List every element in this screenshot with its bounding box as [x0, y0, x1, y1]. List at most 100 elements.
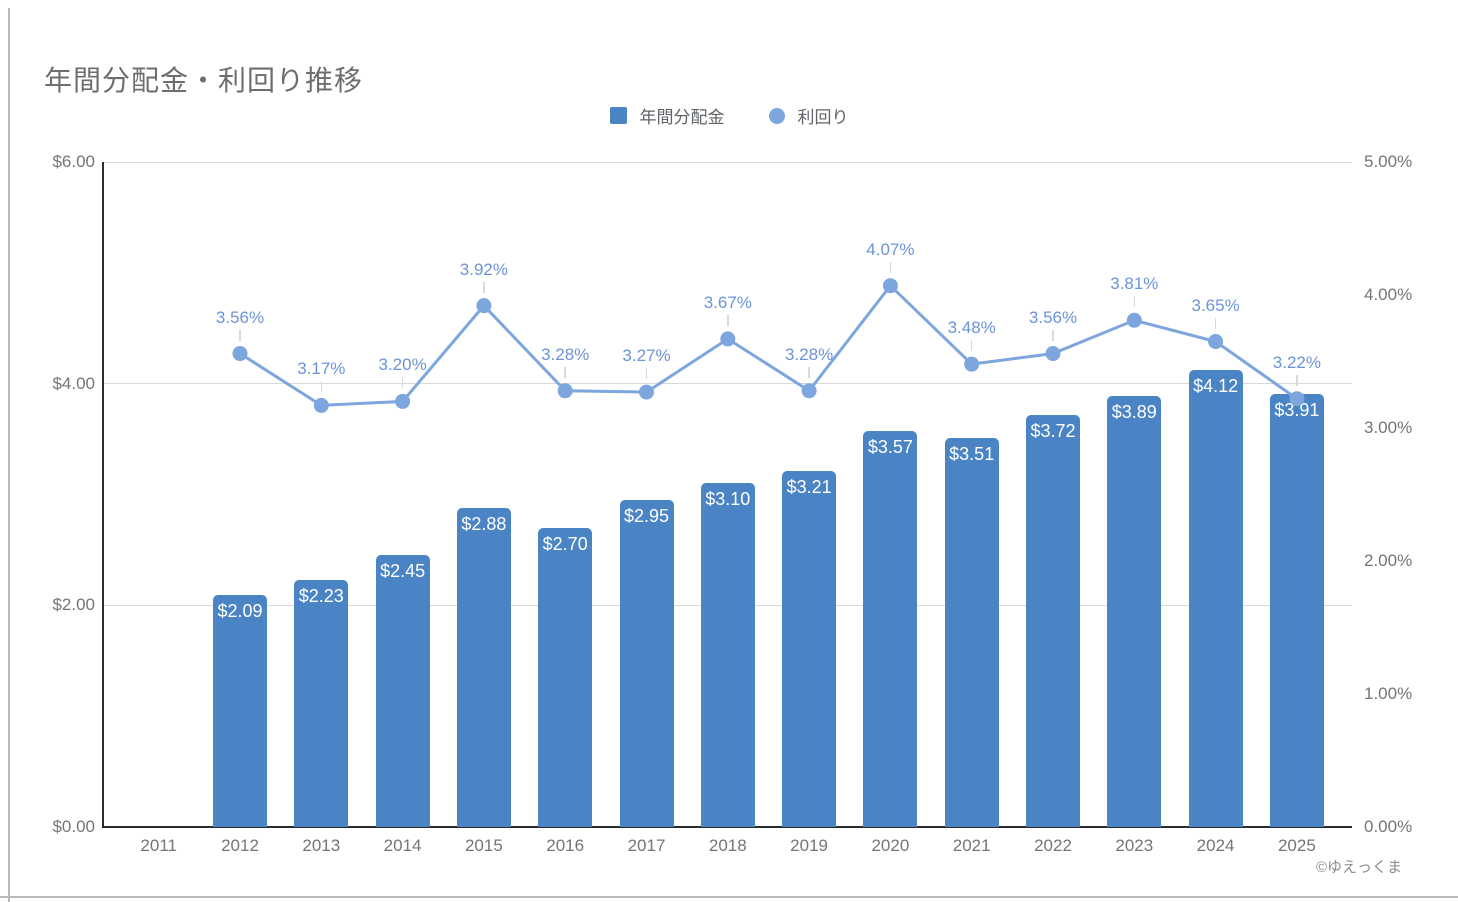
bar: [456, 507, 511, 827]
yield-point: [1126, 312, 1142, 328]
bar-value-label: $2.45: [380, 561, 426, 582]
line-series-swatch-icon: [768, 107, 785, 124]
bar-value-label: $2.70: [542, 533, 588, 554]
bar-value-label: $2.23: [298, 585, 344, 606]
yield-label-leader-line: [727, 314, 729, 326]
yield-label-leader-line: [645, 368, 648, 380]
right-axis-tick-label: 1.00%: [1364, 684, 1413, 703]
yield-value-label: 3.28%: [541, 344, 590, 364]
right-axis-tick-label: 2.00%: [1364, 551, 1413, 570]
bar-value-label: $3.51: [949, 443, 995, 464]
yield-value-label: 3.92%: [459, 259, 508, 279]
yield-value-label: 3.22%: [1272, 352, 1321, 372]
yield-value-label: 3.56%: [215, 307, 265, 327]
bar-value-label: $3.57: [867, 437, 913, 458]
right-axis-tick-label: 4.00%: [1364, 285, 1413, 304]
x-axis-line: [102, 826, 1352, 828]
legend-item-yield: 利回り: [768, 103, 849, 128]
bar-series-swatch-icon: [609, 107, 627, 124]
x-axis-label: 2020: [871, 836, 910, 855]
yield-point: [1045, 346, 1061, 362]
bar-value-label: $3.72: [1030, 420, 1076, 441]
yield-point: [1208, 334, 1224, 350]
x-axis-label: 2015: [464, 836, 503, 855]
x-axis-label: 2025: [1277, 836, 1316, 855]
y-axis-line: [102, 162, 104, 827]
left-axis-tick-label: $0.00: [52, 817, 95, 836]
x-axis-label: 2016: [546, 836, 585, 855]
bar-value-label: $3.10: [705, 489, 751, 510]
yield-value-label: 3.67%: [703, 292, 752, 312]
bar-value-label: $3.91: [1274, 399, 1320, 420]
yield-label-leader-line: [970, 340, 973, 352]
yield-value-label: 3.28%: [784, 344, 834, 364]
yield-point: [232, 346, 248, 362]
bar: [1107, 395, 1162, 827]
x-axis-label: 2011: [140, 836, 177, 855]
bar: [619, 500, 674, 827]
yield-value-label: 4.07%: [866, 239, 915, 259]
yield-value-label: 3.56%: [1028, 307, 1078, 327]
bar: [375, 555, 430, 827]
x-axis-label: 2024: [1196, 836, 1235, 855]
bar: [700, 483, 755, 827]
left-axis-tick-label: $4.00: [52, 373, 95, 393]
x-axis-label: 2019: [790, 836, 828, 855]
right-axis-tick-label: 3.00%: [1364, 418, 1413, 437]
x-axis-label: 2017: [627, 836, 666, 855]
bar-value-label: $3.89: [1111, 401, 1157, 422]
x-axis-label: 2014: [383, 836, 422, 855]
yield-point: [476, 298, 492, 314]
yield-label-leader-line: [564, 366, 566, 378]
yield-point: [801, 383, 817, 399]
yield-value-label: 3.20%: [378, 355, 427, 375]
yield-label-leader-line: [1052, 329, 1054, 341]
legend-label-distribution: 年間分配金: [639, 108, 725, 127]
yield-label-leader-line: [320, 381, 323, 393]
chart-title: 年間分配金・利回り推移: [44, 64, 364, 96]
x-axis-label: 2012: [221, 836, 259, 855]
bar: [1269, 393, 1324, 827]
bar: [782, 471, 837, 827]
x-axis-label: 2023: [1115, 836, 1154, 855]
bar-value-label: $4.12: [1193, 376, 1239, 397]
bar: [1188, 370, 1243, 827]
left-axis-tick-label: $2.00: [52, 595, 95, 615]
x-axis-label: 2018: [708, 836, 747, 855]
x-axis-label: 2021: [952, 836, 991, 855]
legend-label-yield: 利回り: [797, 108, 849, 127]
yield-label-leader-line: [401, 377, 404, 389]
yield-label-leader-line: [1296, 374, 1298, 386]
bar-value-label: $2.95: [623, 506, 670, 527]
x-axis-label: 2022: [1034, 836, 1072, 855]
x-axis-label: 2013: [302, 836, 341, 855]
bar: [863, 431, 918, 827]
bar: [538, 527, 593, 827]
bar: [944, 437, 999, 827]
yield-point: [557, 383, 573, 399]
yield-point: [639, 384, 654, 400]
bar-value-label: $3.21: [786, 477, 832, 498]
legend-item-distribution: 年間分配金: [609, 103, 725, 128]
bar-value-label: $2.88: [461, 513, 507, 534]
chart-legend: 年間分配金 利回り: [0, 103, 1458, 128]
yield-label-leader-line: [1214, 317, 1217, 329]
bar: [294, 579, 349, 827]
yield-value-label: 3.48%: [947, 318, 996, 338]
yield-label-leader-line: [239, 329, 241, 341]
yield-label-leader-line: [1133, 296, 1136, 308]
yield-point: [964, 356, 980, 372]
yield-point: [313, 397, 329, 413]
yield-value-label: 3.27%: [622, 346, 671, 366]
bar: [1026, 414, 1080, 827]
watermark: ©ゆえっくま: [1315, 859, 1402, 876]
gridline: [103, 161, 1352, 163]
yield-point: [395, 393, 411, 409]
right-axis-tick-label: 0.00%: [1364, 817, 1413, 836]
yield-label-leader-line: [889, 261, 892, 273]
yield-value-label: 3.81%: [1110, 274, 1159, 294]
yield-label-leader-line: [808, 366, 810, 378]
yield-point: [882, 278, 898, 294]
right-axis-tick-label: 5.00%: [1364, 152, 1413, 171]
